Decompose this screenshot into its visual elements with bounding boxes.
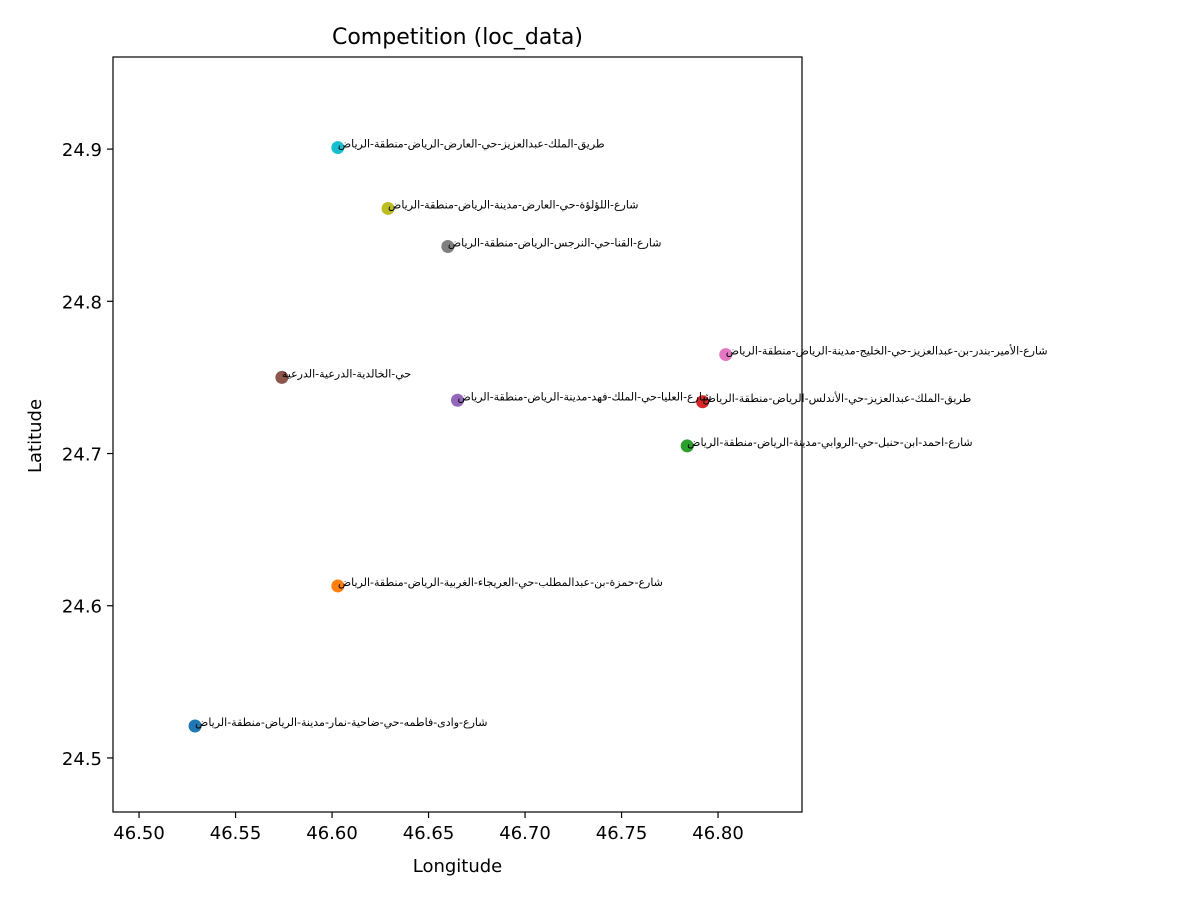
- x-tick-label: 46.60: [306, 823, 358, 844]
- data-point: [680, 439, 694, 453]
- x-tick-label: 46.70: [499, 823, 551, 844]
- y-tick-label: 24.9: [62, 140, 102, 161]
- y-tick-label: 24.6: [62, 597, 102, 618]
- data-point: [381, 201, 395, 215]
- y-tick-label: 24.7: [62, 445, 102, 466]
- point-label: شارع-حمزة-بن-عبدالمطلب-حي-العريجاء-الغرب…: [338, 576, 663, 589]
- point-label: شارع-احمد-ابن-حنبل-حي-الروابي-مدينة-الري…: [687, 436, 972, 449]
- data-point: [719, 348, 733, 362]
- y-axis-label: Latitude: [25, 399, 46, 473]
- data-point: [696, 395, 710, 409]
- point-label: شارع-اللؤلؤة-حي-العارض-مدينة-الرياض-منطق…: [388, 198, 638, 211]
- data-point: [331, 579, 345, 593]
- point-label: شارع-العليا-حي-الملك-فهد-مدينة-الرياض-من…: [458, 390, 712, 403]
- x-tick-label: 46.65: [403, 823, 455, 844]
- axis-ticks: 46.50 46.55 46.60 46.65 46.70 46.75 46.80 24.5 2…: [62, 140, 744, 844]
- data-point: [451, 393, 464, 407]
- point-label: شارع-الأمير-بندر-بن-عبدالعزيز-حي-الخليج-…: [726, 344, 1048, 358]
- point-label: شارع-وادى-فاطمه-حي-ضاحية-نمار-مدينة-الري…: [195, 716, 487, 729]
- y-tick-label: 24.5: [62, 749, 102, 770]
- x-axis-label: Longitude: [413, 856, 503, 877]
- x-tick-label: 46.75: [596, 823, 648, 844]
- x-tick-label: 46.50: [113, 823, 165, 844]
- data-points: شارع-وادى-فاطمه-حي-ضاحية-نمار-مدينة-الري…: [188, 138, 1048, 733]
- data-point: [441, 240, 455, 254]
- point-label: شارع-القنا-حي-النرجس-الرياض-منطقة-الرياض: [448, 237, 662, 250]
- point-label: طريق-الملك-عبدالعزيز-حي-العارض-الرياض-من…: [338, 138, 605, 152]
- x-tick-label: 46.80: [692, 823, 744, 844]
- plot-area-frame: [112, 56, 803, 813]
- x-tick-label: 46.55: [210, 823, 262, 844]
- data-point: [275, 370, 289, 384]
- point-label: حي-الخالدية-الدرعية-الدرعية: [282, 367, 411, 380]
- point-label: طريق-الملك-عبدالعزيز-حي-الأندلس-الرياض-م…: [703, 391, 972, 406]
- data-point: [188, 719, 202, 733]
- chart-title: Competition (loc_data): [332, 25, 583, 50]
- data-point: [331, 141, 345, 155]
- y-tick-label: 24.8: [62, 292, 102, 313]
